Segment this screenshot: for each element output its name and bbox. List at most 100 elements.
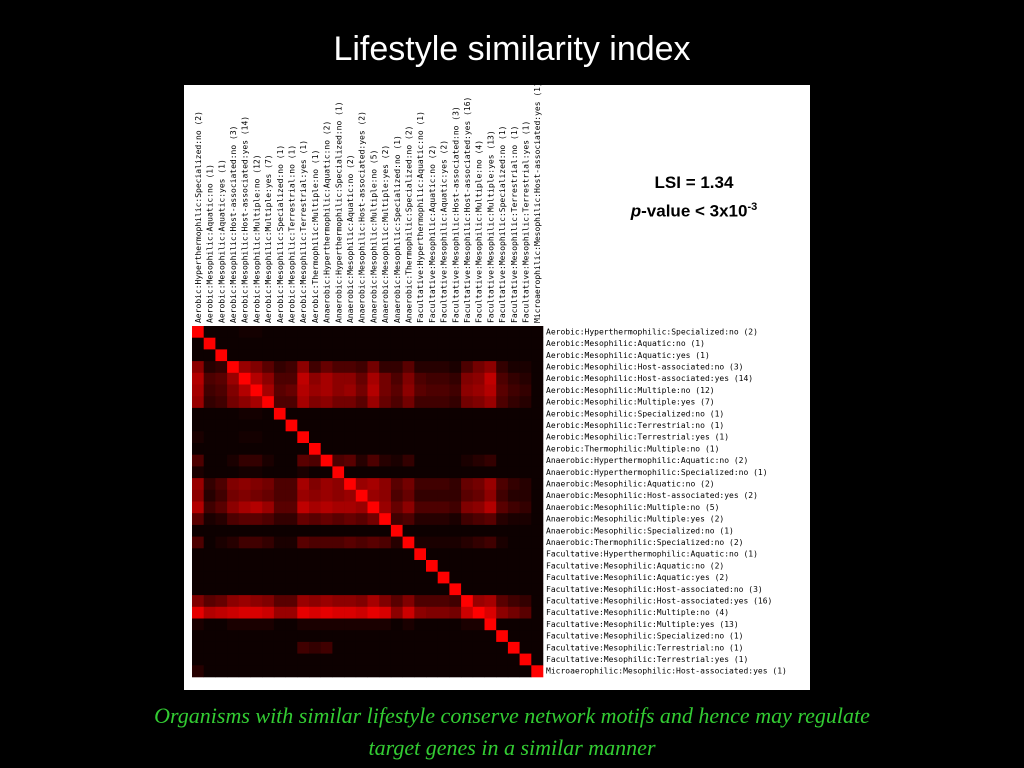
heatmap-cell: [332, 571, 345, 584]
heatmap-cell: [531, 326, 544, 338]
heatmap-cells: [192, 326, 544, 678]
row-label: Facultative:Mesophilic:Terrestrial:yes (…: [546, 655, 748, 664]
heatmap-cell: [262, 349, 275, 362]
heatmap-cell: [297, 489, 310, 502]
heatmap-cell: [344, 560, 357, 572]
heatmap-cell: [355, 595, 368, 608]
heatmap-cell: [519, 349, 532, 362]
lsi-value: LSI = 1.34: [654, 173, 734, 192]
heatmap-cell: [344, 443, 357, 455]
heatmap-cell: [449, 653, 462, 666]
heatmap-cell: [426, 653, 438, 666]
heatmap-cell: [437, 501, 450, 514]
heatmap-cell: [344, 524, 357, 537]
heatmap-cell: [227, 419, 240, 432]
heatmap-cell: [496, 384, 509, 397]
heatmap-cell: [507, 326, 520, 338]
heatmap-cell: [379, 443, 392, 455]
heatmap-cell: [332, 641, 345, 654]
heatmap-cell: [215, 548, 228, 561]
heatmap-cell: [355, 443, 368, 455]
heatmap-chart: Aerobic:Hyperthermophilic:Specialized:no…: [192, 85, 787, 678]
heatmap-cell: [426, 372, 438, 385]
row-label: Facultative:Mesophilic:Aquatic:no (2): [546, 561, 724, 570]
heatmap-cell: [496, 326, 509, 338]
heatmap-cell: [215, 513, 228, 526]
heatmap-cell: [192, 501, 204, 514]
heatmap-cell: [426, 571, 438, 584]
heatmap-cell: [192, 419, 204, 432]
heatmap-cell: [496, 595, 509, 608]
heatmap-cell: [344, 548, 357, 561]
heatmap-cell: [461, 548, 474, 561]
heatmap-cell: [414, 466, 427, 479]
heatmap-cell: [507, 665, 520, 678]
heatmap-cell: [332, 361, 345, 374]
heatmap-cell: [238, 653, 251, 666]
heatmap-cell: [192, 513, 204, 526]
heatmap-cell: [402, 443, 415, 455]
slide-title: Lifestyle similarity index: [333, 30, 691, 68]
heatmap-cell: [203, 501, 216, 514]
heatmap-cell: [344, 595, 357, 608]
heatmap-cell: [262, 560, 275, 572]
heatmap-cell: [402, 489, 415, 502]
heatmap-cell: [285, 618, 298, 631]
row-label: Anaerobic:Mesophilic:Host-associated:yes…: [546, 491, 758, 500]
heatmap-cell: [496, 361, 509, 374]
heatmap-cell: [262, 361, 275, 374]
heatmap-cell: [355, 326, 368, 338]
heatmap-cell: [426, 665, 438, 678]
heatmap-cell: [238, 337, 251, 350]
heatmap-cell: [390, 606, 403, 619]
heatmap-cell: [262, 536, 275, 549]
heatmap-cell: [484, 618, 497, 631]
heatmap-cell: [472, 431, 485, 444]
heatmap-cell: [519, 431, 532, 444]
heatmap-cell: [531, 407, 544, 420]
heatmap-cell: [227, 337, 240, 350]
heatmap-cell: [344, 361, 357, 374]
heatmap-cell: [203, 431, 216, 444]
heatmap-cell: [309, 571, 321, 584]
heatmap-cell: [472, 337, 485, 350]
row-label: Facultative:Mesophilic:Terrestrial:no (1…: [546, 643, 743, 652]
heatmap-cell: [309, 419, 321, 432]
heatmap-cell: [203, 583, 216, 596]
heatmap-cell: [449, 384, 462, 397]
heatmap-cell: [519, 443, 532, 455]
column-label: Facultative:Mesophilic:Aquatic:no (2): [428, 145, 437, 323]
heatmap-cell: [250, 571, 263, 584]
column-label: Facultative:Mesophilic:Terrestrial:no (1…: [510, 126, 519, 323]
heatmap-cell: [426, 466, 438, 479]
column-label: Aerobic:Mesophilic:Terrestrial:no (1): [287, 145, 296, 323]
heatmap-cell: [531, 454, 544, 467]
heatmap-cell: [461, 407, 474, 420]
heatmap-cell: [238, 595, 251, 608]
heatmap-cell: [320, 384, 333, 397]
heatmap-cell: [390, 630, 403, 643]
heatmap-cell: [402, 513, 415, 526]
heatmap-cell: [238, 326, 251, 338]
heatmap-cell: [402, 372, 415, 385]
heatmap-cell: [507, 571, 520, 584]
heatmap-cell: [426, 641, 438, 654]
heatmap-cell: [402, 606, 415, 619]
heatmap-cell: [519, 337, 532, 350]
heatmap-cell: [437, 489, 450, 502]
heatmap-cell: [461, 454, 474, 467]
heatmap-cell: [320, 583, 333, 596]
heatmap-cell: [507, 641, 520, 654]
heatmap-cell: [309, 536, 321, 549]
row-label: Anaerobic:Thermophilic:Specialized:no (2…: [546, 538, 743, 547]
heatmap-cell: [367, 501, 380, 514]
heatmap-cell: [285, 571, 298, 584]
heatmap-cell: [309, 372, 321, 385]
heatmap-cell: [414, 489, 427, 502]
heatmap-cell: [496, 653, 509, 666]
column-label: Facultative:Mesophilic:Host-associated:n…: [451, 106, 460, 323]
heatmap-cell: [309, 454, 321, 467]
heatmap-cell: [250, 419, 263, 432]
heatmap-cell: [496, 407, 509, 420]
heatmap-cell: [192, 407, 204, 420]
